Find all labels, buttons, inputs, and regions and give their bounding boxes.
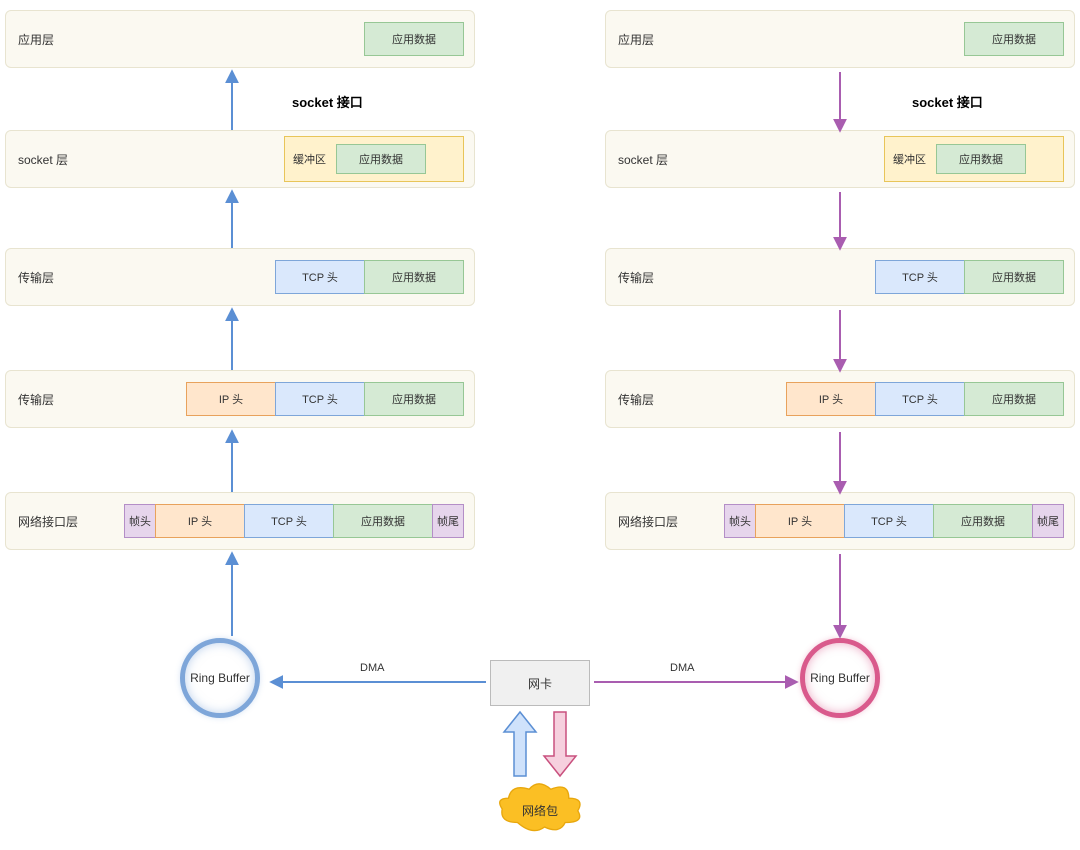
dma-label-right: DMA bbox=[670, 662, 694, 674]
left-socket-iface-label: socket 接口 bbox=[292, 92, 363, 111]
seg-frame-tail: 帧尾 bbox=[432, 504, 464, 538]
seg-ip: IP 头 bbox=[755, 504, 845, 538]
seg-app-data: 应用数据 bbox=[333, 504, 433, 538]
left-app-layer: 应用层 应用数据 bbox=[5, 10, 475, 68]
seg-tcp: TCP 头 bbox=[275, 260, 365, 294]
seg-app-data: 应用数据 bbox=[364, 260, 464, 294]
left-socket-layer: socket 层 缓冲区 应用数据 bbox=[5, 130, 475, 188]
nic: 网卡 bbox=[490, 660, 590, 706]
label: socket 层 bbox=[616, 151, 686, 168]
seg-tcp: TCP 头 bbox=[244, 504, 334, 538]
label: 传输层 bbox=[616, 391, 686, 408]
seg-app-data: 应用数据 bbox=[364, 22, 464, 56]
seg-tcp: TCP 头 bbox=[875, 382, 965, 416]
label: 传输层 bbox=[616, 269, 686, 286]
seg-tcp: TCP 头 bbox=[275, 382, 365, 416]
ring-buffer-left: Ring Buffer bbox=[180, 638, 260, 718]
buffer-label: 缓冲区 bbox=[893, 151, 926, 167]
right-socket-layer: socket 层 缓冲区 应用数据 bbox=[605, 130, 1075, 188]
left-transport-layer-1: 传输层 TCP 头 应用数据 bbox=[5, 248, 475, 306]
seg-ip: IP 头 bbox=[155, 504, 245, 538]
right-transport-layer-1: 传输层 TCP 头 应用数据 bbox=[605, 248, 1075, 306]
thick-arrow-up-icon bbox=[504, 712, 536, 776]
seg-app-data: 应用数据 bbox=[964, 22, 1064, 56]
ring-buffer-right: Ring Buffer bbox=[800, 638, 880, 718]
label: 网络接口层 bbox=[16, 513, 86, 530]
label: 应用层 bbox=[616, 31, 686, 48]
seg-app-data: 应用数据 bbox=[964, 260, 1064, 294]
seg-frame-head: 帧头 bbox=[724, 504, 756, 538]
dma-label-left: DMA bbox=[360, 662, 384, 674]
seg-tcp: TCP 头 bbox=[844, 504, 934, 538]
buffer-wrap: 缓冲区 应用数据 bbox=[284, 136, 464, 182]
left-transport-layer-2: 传输层 IP 头 TCP 头 应用数据 bbox=[5, 370, 475, 428]
right-app-layer: 应用层 应用数据 bbox=[605, 10, 1075, 68]
buffer-label: 缓冲区 bbox=[293, 151, 326, 167]
label: 应用层 bbox=[16, 31, 86, 48]
seg-ip: IP 头 bbox=[186, 382, 276, 416]
right-socket-iface-label: socket 接口 bbox=[912, 92, 983, 111]
label: 网络接口层 bbox=[616, 513, 686, 530]
seg-frame-tail: 帧尾 bbox=[1032, 504, 1064, 538]
seg-ip: IP 头 bbox=[786, 382, 876, 416]
left-netif-layer: 网络接口层 帧头 IP 头 TCP 头 应用数据 帧尾 bbox=[5, 492, 475, 550]
buffer-wrap: 缓冲区 应用数据 bbox=[884, 136, 1064, 182]
seg-tcp: TCP 头 bbox=[875, 260, 965, 294]
label: socket 层 bbox=[16, 151, 86, 168]
label: 传输层 bbox=[16, 269, 86, 286]
right-netif-layer: 网络接口层 帧头 IP 头 TCP 头 应用数据 帧尾 bbox=[605, 492, 1075, 550]
seg-app-data: 应用数据 bbox=[964, 382, 1064, 416]
label: 传输层 bbox=[16, 391, 86, 408]
seg-app-data: 应用数据 bbox=[933, 504, 1033, 538]
thick-arrow-down-icon bbox=[544, 712, 576, 776]
seg-frame-head: 帧头 bbox=[124, 504, 156, 538]
right-transport-layer-2: 传输层 IP 头 TCP 头 应用数据 bbox=[605, 370, 1075, 428]
seg-app-data: 应用数据 bbox=[364, 382, 464, 416]
seg-app-data: 应用数据 bbox=[936, 144, 1026, 174]
seg-app-data: 应用数据 bbox=[336, 144, 426, 174]
packet-cloud: 网络包 bbox=[495, 782, 585, 838]
